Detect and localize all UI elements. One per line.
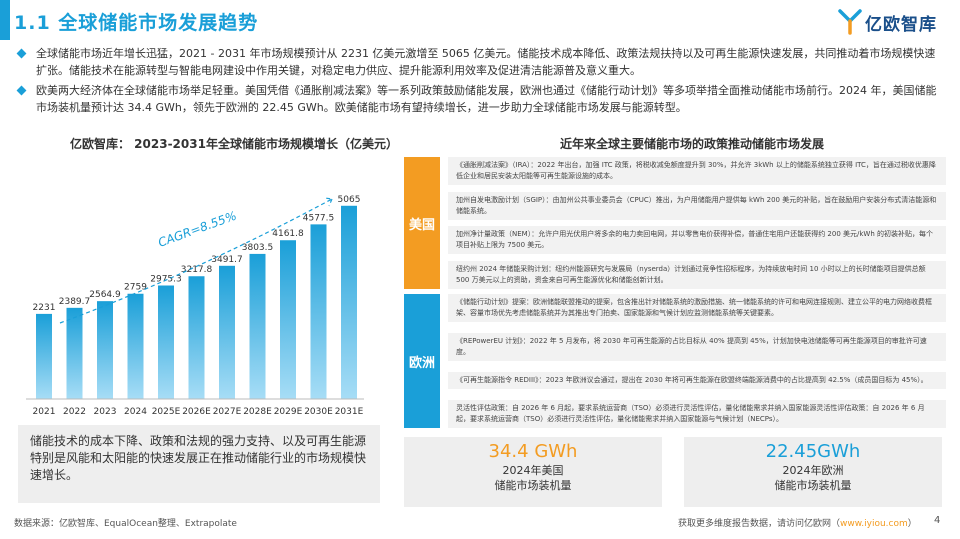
bar-2022 [66,307,83,399]
footer-cta: 获取更多维度报告数据，请访问亿欧网（www.iyiou.com） [678,516,917,529]
bar-value-label: 2759 [124,283,147,293]
title-accent-bar [0,0,10,40]
x-tick-label: 2027E [213,407,242,417]
us-policy-list: 《通胀削减法案》（IRA）：2022 年出台，加强 ITC 政策，将税收减免额度… [448,157,946,289]
growth-trend-arrow [59,197,334,324]
x-tick-label: 2023 [94,407,117,417]
diamond-bullet-icon [16,48,27,59]
policy-sgip: 加州自发电激励计划（SGIP）：由加州公共事业委员会（CPUC）推出，为户用储能… [448,191,946,220]
bar-2026E [188,276,205,399]
us-capacity-value: 34.4 GWh [488,441,578,462]
bar-value-label: 3217.8 [181,265,213,275]
bullet-market-growth: 全球储能市场近年增长迅猛，2021 - 2031 年市场规模预计从 2231 亿… [14,45,944,79]
x-tick-label: 2026E [182,407,211,417]
bar-value-label: 2231 [33,303,56,313]
us-capacity-year: 2024年美国 [502,464,564,477]
summary-box: 储能技术的成本下降、政策和法规的强力支持、以及可再生能源特别是风能和太阳能的快速… [18,425,380,503]
logo: 亿欧智库 [838,8,946,36]
eu-capacity-value: 22.45GWh [765,441,861,462]
eu-installed-capacity-card: 22.45GWh 2024年欧洲 储能市场装机量 [684,437,942,507]
bar-value-label: 2389.7 [59,297,91,307]
policy-ira: 《通胀削减法案》（IRA）：2022 年出台，加强 ITC 政策，将税收减免额度… [448,157,946,185]
policy-storage-action-plan: 《储能行动计划》提案：欧洲储能联盟推动的提案，包含推出针对储能系统的激励措施、统… [448,294,946,322]
bar-value-label: 3803.5 [242,243,274,253]
bar-2031E [341,205,357,399]
bar-2029E [280,240,296,399]
data-source: 数据来源：亿欧智库、EqualOcean整理、Extrapolate [14,519,237,529]
footer-cta-text: 获取更多维度报告数据，请访问亿欧网（ [678,519,841,529]
diamond-bullet-icon [16,85,27,96]
bar-value-label: 2564.9 [89,290,121,300]
eu-policy-list: 《储能行动计划》提案：欧洲储能联盟推动的提案，包含推出针对储能系统的激励措施、统… [448,294,946,428]
footer-cta-close: ） [907,519,917,529]
region-eu-label: 欧洲 [404,294,440,428]
x-tick-label: 2030E [304,407,333,417]
bar-2028E [249,253,266,399]
bullet-text: 欧美两大经济体在全球储能市场举足轻重。美国凭借《通胀削减法案》等一系列政策鼓励储… [36,84,937,114]
us-capacity-metric: 储能市场装机量 [494,479,572,492]
cagr-annotation: CAGR=8.55% [156,208,238,249]
market-size-bar-chart: 223120212389.720222564.92023275920242975… [26,195,364,417]
chart-title: 亿欧智库： 2023-2031年全球储能市场规模增长（亿美元） [70,137,398,151]
bar-value-label: 4161.8 [272,229,304,239]
website-link[interactable]: www.iyiou.com [840,519,908,529]
policy-rediii: 《可再生能源指令 REDIII》：2023 年欧洲议会通过，提出在 2030 年… [448,372,946,389]
policy-ny-procurement: 纽约州 2024 年储能采购计划：纽约州能源研究与发展局（nyserda）计划通… [448,260,946,289]
x-tick-label: 2029E [274,407,303,417]
bar-2023 [97,301,113,399]
bullet-text: 全球储能市场近年增长迅猛，2021 - 2031 年市场规模预计从 2231 亿… [36,47,936,77]
bar-value-label: 3491.7 [211,255,243,265]
x-tick-label: 2025E [152,407,181,417]
page-title: 1.1 全球储能市场发展趋势 [14,12,259,34]
bullet-us-eu: 欧美两大经济体在全球储能市场举足轻重。美国凭借《通胀削减法案》等一系列政策鼓励储… [14,82,944,116]
bar-2030E [310,224,327,399]
x-tick-label: 2022 [63,407,86,417]
x-tick-label: 2028E [243,407,272,417]
page-number: 4 [934,515,941,526]
bar-2025E [158,285,174,399]
bar-2024 [127,293,144,399]
x-tick-label: 2021 [33,407,56,417]
x-tick-label: 2024 [124,407,147,417]
bar-value-label: 4577.5 [303,213,335,223]
logo-text: 亿欧智库 [865,14,937,35]
bar-value-label: 5065 [338,195,361,205]
bar-2027E [219,265,235,399]
policy-nem: 加州净计量政策（NEM）：允许户用光伏用户将多余的电力卖回电网，并以零售电价获得… [448,226,946,255]
intro-bullets: 全球储能市场近年增长迅猛，2021 - 2031 年市场规模预计从 2231 亿… [14,45,944,119]
eu-capacity-year: 2024年欧洲 [782,464,844,477]
us-installed-capacity-card: 34.4 GWh 2024年美国 储能市场装机量 [404,437,662,507]
policy-flexibility-assessment: 灵活性评估政策：自 2026 年 6 月起，要求系统运营商（TSO）必须进行灵活… [448,400,946,428]
eu-capacity-metric: 储能市场装机量 [774,479,852,492]
logo-icon [838,9,862,35]
policy-repowereu: 《REPowerEU 计划》：2022 年 5 月发布，将 2030 年可再生能… [448,333,946,361]
x-tick-label: 2031E [335,407,364,417]
bar-2021 [36,313,52,399]
region-us-label: 美国 [404,157,440,289]
policy-section-title: 近年来全球主要储能市场的政策推动储能市场发展 [560,137,825,151]
